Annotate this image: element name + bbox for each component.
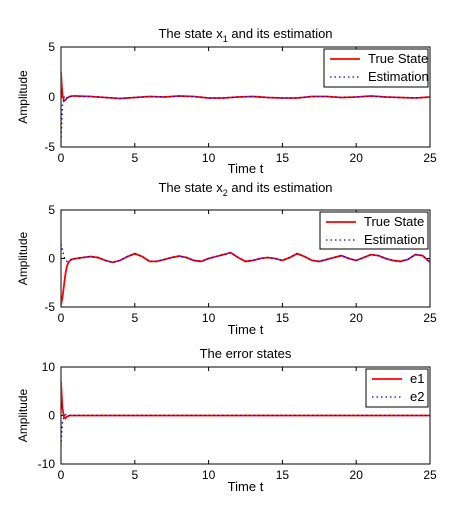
x-tick-label: 20	[350, 468, 364, 482]
y-tick-label: 0	[48, 409, 55, 423]
title-main: The state x	[158, 26, 223, 41]
x-axis-label: Time t	[228, 322, 264, 337]
x-tick-label: 5	[131, 151, 138, 165]
series-line-1	[61, 251, 430, 306]
title-rest: and its estimation	[228, 26, 333, 41]
y-axis-label: Amplitude	[16, 389, 30, 443]
y-tick-label: 0	[48, 252, 55, 266]
x-tick-label: 5	[131, 311, 138, 325]
y-tick-label: -10	[38, 457, 56, 471]
y-tick-label: 5	[48, 203, 55, 217]
y-tick-label: -5	[44, 300, 55, 314]
title-subscript: 2	[223, 188, 228, 198]
x-tick-label: 25	[423, 468, 437, 482]
x-axis-label: Time t	[228, 479, 264, 494]
x-tick-label: 0	[58, 151, 65, 165]
legend-label: e2	[410, 389, 424, 404]
legend-box	[319, 211, 429, 250]
y-tick-label: -5	[44, 140, 55, 154]
x-tick-label: 0	[58, 311, 65, 325]
y-axis-label: Amplitude	[16, 70, 30, 124]
x-tick-label: 25	[423, 311, 437, 325]
subplot-title: The state x2 and its estimation	[158, 180, 332, 198]
y-tick-label: 10	[42, 360, 56, 374]
legend-label: e1	[410, 371, 424, 386]
legend-label: True State	[364, 214, 424, 229]
y-tick-label: 5	[48, 40, 55, 54]
title-subscript: 1	[223, 34, 228, 44]
subplot-title: The error states	[200, 346, 292, 361]
x-tick-label: 10	[202, 151, 216, 165]
series-line-1	[61, 71, 430, 103]
y-tick-label: 0	[48, 90, 55, 104]
x-tick-label: 15	[276, 468, 290, 482]
x-tick-label: 5	[131, 468, 138, 482]
title-main: The error states	[200, 346, 292, 361]
x-axis-label: Time t	[228, 161, 264, 176]
title-main: The state x	[158, 180, 223, 195]
y-axis-label: Amplitude	[16, 232, 30, 286]
x-tick-label: 15	[276, 311, 290, 325]
x-tick-label: 15	[276, 151, 290, 165]
x-tick-label: 20	[350, 151, 364, 165]
legend-label: Estimation	[368, 69, 429, 84]
x-tick-label: 10	[202, 311, 216, 325]
legend-label: True State	[368, 51, 428, 66]
title-rest: and its estimation	[228, 180, 333, 195]
legend-box	[365, 368, 429, 408]
legend-label: Estimation	[364, 232, 425, 247]
x-tick-label: 20	[350, 311, 364, 325]
series-line-2	[61, 413, 430, 447]
legend: True State Estimation	[323, 48, 429, 88]
legend: True State Estimation	[319, 211, 429, 250]
legend-box	[323, 48, 429, 88]
x-tick-label: 0	[58, 468, 65, 482]
x-tick-label: 25	[423, 151, 437, 165]
x-tick-label: 10	[202, 468, 216, 482]
subplot-title: The state x1 and its estimation	[158, 26, 332, 44]
